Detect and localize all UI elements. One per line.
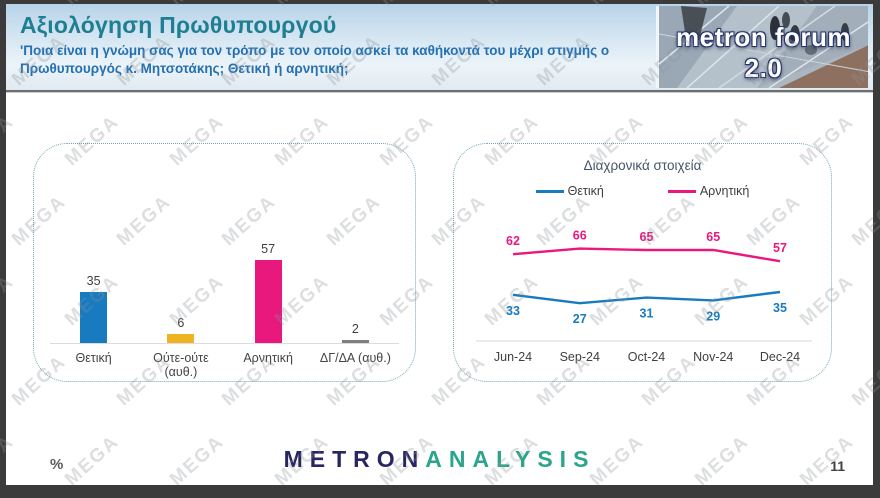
- x-axis-tick-label: Dec-24: [760, 350, 800, 364]
- x-axis-tick-label: Sep-24: [560, 350, 600, 364]
- legend-label: Θετική: [567, 184, 604, 198]
- bar: [341, 340, 369, 343]
- series-line-negative: [512, 247, 781, 263]
- data-point-label: 57: [773, 241, 787, 255]
- legend-item: Θετική: [535, 184, 604, 198]
- page-number: 11: [830, 458, 845, 474]
- brand-metron: METRON: [283, 446, 426, 472]
- header-titles: Αξιολόγηση Πρωθυπουργού 'Ποια είναι η γν…: [20, 12, 640, 78]
- data-point-label: 33: [506, 304, 520, 318]
- page-title: Αξιολόγηση Πρωθυπουργού: [20, 12, 337, 38]
- bar-group: 6: [137, 316, 224, 343]
- bar-group: 2: [312, 322, 399, 343]
- data-point-label: 29: [706, 309, 720, 323]
- x-axis-tick-label: Jun-24: [494, 350, 532, 364]
- legend-line-swatch: [667, 189, 696, 193]
- legend-line-swatch: [535, 189, 564, 193]
- data-point-label: 65: [640, 230, 654, 244]
- bar-value-label: 57: [261, 242, 276, 256]
- bar-category-label: Ούτε-ούτε (αυθ.): [153, 351, 209, 379]
- metron-forum-logo: metron forum 2.0: [656, 6, 868, 88]
- data-point-label: 27: [573, 312, 587, 326]
- line-chart-svg: Jun-24 Sep-24 Oct-24 Nov-24 Dec-24 33 27 31 29 35…: [476, 229, 812, 364]
- subtitle-line-2: Πρωθυπουργός κ. Μητσοτάκης; Θετική ή αρν…: [20, 61, 349, 77]
- bar: [254, 260, 282, 343]
- percent-symbol: %: [50, 456, 64, 473]
- series-line-positive: [512, 290, 781, 305]
- line-chart-legend: Θετική Αρνητική: [454, 184, 831, 198]
- brand-logo: METRONANALYSIS: [6, 446, 873, 473]
- bar-chart-category-labels: Θετική Ούτε-ούτε (αυθ.) Αρνητική ΔΓ/ΔΑ (αυθ…: [50, 351, 399, 379]
- line-chart-title: Διαχρονικά στοιχεία: [583, 158, 702, 173]
- data-point-label: 35: [773, 301, 787, 315]
- subtitle-line-1: 'Ποια είναι η γνώμη σας για τον τρόπο με…: [20, 43, 610, 58]
- page-subtitle: 'Ποια είναι η γνώμη σας για τον τρόπο με…: [20, 42, 640, 78]
- line-chart-panel: Διαχρονικά στοιχεία Θετική Αρνητική Jun-2…: [453, 143, 832, 382]
- bar: [80, 292, 108, 343]
- bar-group: 35: [50, 274, 137, 343]
- legend-item: Αρνητική: [667, 184, 750, 198]
- legend-label: Αρνητική: [699, 184, 750, 198]
- slide: Αξιολόγηση Πρωθυπουργού 'Ποια είναι η γν…: [6, 4, 873, 485]
- bar-group: 57: [225, 242, 312, 343]
- bar-value-label: 2: [351, 322, 359, 336]
- bar-value-label: 35: [86, 274, 101, 288]
- brand-analysis: ANALYSIS: [425, 446, 596, 472]
- data-point-label: 66: [573, 229, 587, 243]
- bar-category-label: Αρνητική: [243, 351, 293, 365]
- logo-photo-graphic: [659, 6, 868, 88]
- data-point-label: 65: [706, 230, 720, 244]
- header: Αξιολόγηση Πρωθυπουργού 'Ποια είναι η γν…: [6, 4, 873, 92]
- bar-chart-panel: 35 6 57 2 Θετική Ούτε-ούτε (αυθ.) Αρνητική ΔΓ/…: [33, 143, 416, 382]
- bar-category-label: ΔΓ/ΔΑ (αυθ.): [319, 351, 391, 365]
- bar: [167, 334, 195, 343]
- bar-category-label: Θετική: [75, 351, 112, 365]
- data-point-label: 62: [506, 234, 520, 248]
- data-point-label: 31: [640, 307, 654, 321]
- x-axis-tick-label: Nov-24: [693, 350, 733, 364]
- logo-text: metron forum 2.0: [676, 22, 851, 83]
- bar-value-label: 6: [177, 316, 185, 330]
- bar-chart-plot: 35 6 57 2: [50, 184, 399, 344]
- x-axis-tick-label: Oct-24: [628, 350, 666, 364]
